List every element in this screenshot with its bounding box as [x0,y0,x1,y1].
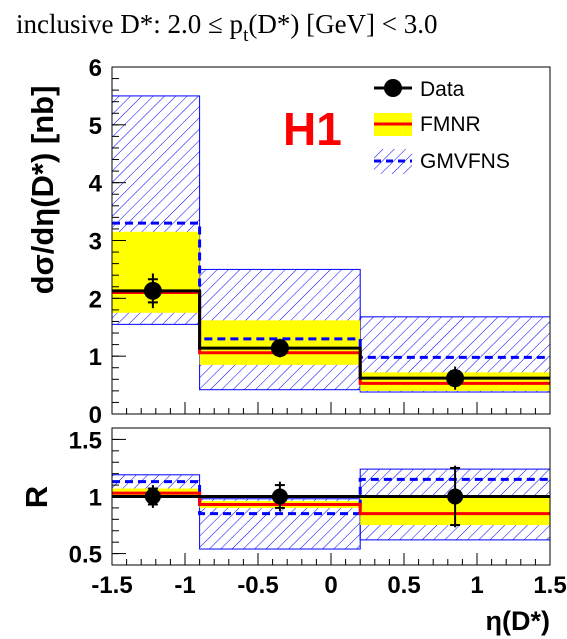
y-tick-label-5: 5 [89,113,102,140]
ratio-data-points [144,465,464,528]
bottom-x-axis-ticks: -1.5 -1 -0.5 0 0.5 1 1.5 [91,553,567,599]
x-tick-label-2: -0.5 [237,572,278,599]
top-y-axis-label: dσ/dη(D*) [nb] [25,86,60,295]
x-tick-label-1: -1 [174,572,195,599]
data-point-1 [271,488,288,505]
data-point-2 [446,369,465,388]
y-tick-label-3: 3 [89,229,102,256]
legend-item-fmnr: FMNR [374,113,481,136]
data-points [143,273,465,390]
gmvfns-step [112,477,550,516]
y-tick-label-6: 6 [89,55,102,82]
legend-label-data: Data [420,78,465,101]
legend-label-gmvfns: GMVFNS [420,150,510,173]
ratio-gmvfns-central-line [112,477,550,516]
top-y-axis-ticks: 0 1 2 3 4 5 6 [89,55,126,429]
bottom-y-axis-ticks: 0.5 1 1.5 [69,427,126,569]
gmvfns-step [112,221,550,359]
y-tick-label-2: 2 [89,286,102,313]
h1-logo: H1 [283,103,342,155]
x-axis-label: η(D*) [486,606,550,636]
data-point-0 [143,281,162,300]
data-point-0 [144,488,161,505]
fmnr-uncertainty-bands [112,231,550,391]
legend-item-data: Data [374,78,465,101]
x-tick-label-3: 0 [324,572,337,599]
y-tick-label-1: 1 [89,485,102,512]
x-tick-label-5: 1 [470,572,483,599]
legend-label-fmnr: FMNR [420,113,481,136]
x-tick-label-6: 1.5 [533,572,566,599]
fmnr-band-bin-0 [112,231,200,313]
y-tick-label-4: 4 [89,171,103,198]
x-tick-label-4: 0.5 [387,572,420,599]
legend: Data FMNR GMVFNS [374,78,510,174]
y-tick-label-0: 0 [89,402,102,429]
bottom-y-axis-label: R [19,486,54,508]
gmvfns-central-line [112,221,550,359]
y-tick-label-1: 1 [89,344,102,371]
chart-title: inclusive D*: 2.0 ≤ pt(D*) [GeV] < 3.0 [16,9,438,46]
y-tick-label-2: 1.5 [69,427,102,454]
data-point-2 [447,488,464,505]
bottom-panel: 0.5 1 1.5 -1.5 -1 -0.5 0 0.5 1 1.5 R [19,427,567,599]
data-point-1 [270,339,289,358]
top-panel: 0 1 2 3 4 5 6 dσ/dη(D*) [nb] H1 Data FMNR GMVF… [25,55,551,429]
x-tick-label-0: -1.5 [91,572,132,599]
y-tick-label-0: 0.5 [69,542,102,569]
legend-item-gmvfns: GMVFNS [374,149,510,174]
top-x-axis-ticks [111,402,551,414]
